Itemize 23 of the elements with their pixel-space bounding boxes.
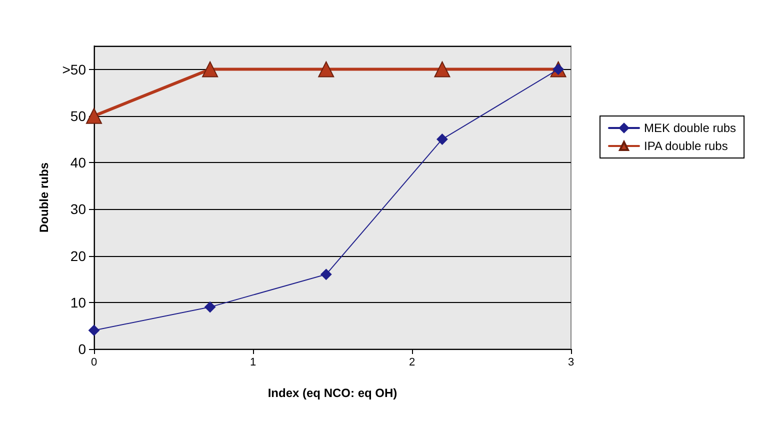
y-tick-label: >50 (62, 61, 86, 78)
x-tick-label: 2 (408, 356, 416, 368)
point (318, 61, 334, 78)
point (88, 324, 100, 336)
y-tick-label: 20 (70, 248, 86, 264)
point (202, 61, 218, 78)
y-tick-label: 10 (70, 294, 86, 310)
y-tick-label: 0 (78, 341, 86, 357)
point (434, 61, 450, 78)
point (204, 302, 216, 313)
point (320, 268, 332, 280)
legend-label: MEK double rubs (644, 121, 736, 135)
legend-label: IPA double rubs (644, 139, 728, 153)
point (436, 134, 448, 145)
y-axis-title: Double rubs (37, 162, 51, 233)
y-tick-label: 30 (70, 201, 86, 218)
x-tick-label: 1 (250, 356, 256, 368)
x-axis-title: Index (eq NCO: eq OH) (268, 386, 398, 400)
x-tick-label: 3 (568, 356, 574, 368)
y-tick-label: 50 (70, 108, 86, 124)
y-tick-label: 40 (70, 154, 86, 171)
point (86, 108, 102, 124)
x-tick-label: 0 (90, 356, 98, 368)
